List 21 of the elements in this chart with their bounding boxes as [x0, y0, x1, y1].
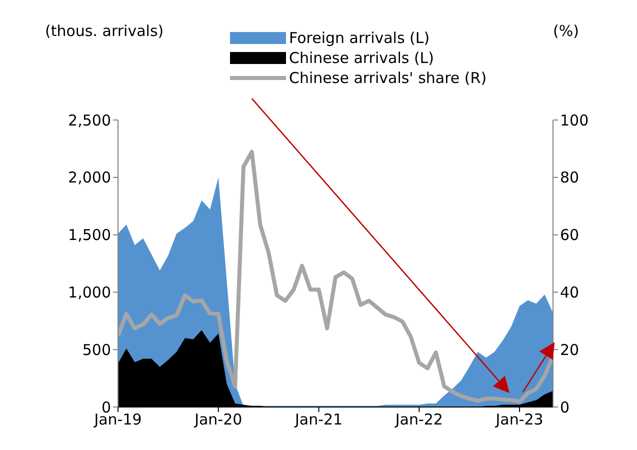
legend-label: Chinese arrivals' share (R): [289, 68, 487, 88]
y2-tick-label: 100: [560, 111, 589, 130]
legend-label: Foreign arrivals (L): [289, 28, 430, 48]
y2-tick-label: 20: [560, 340, 580, 359]
y2-tick-label: 60: [560, 226, 580, 244]
y-tick-label: 0: [101, 398, 111, 416]
legend-label: Chinese arrivals (L): [289, 48, 434, 68]
x-tick-label: Jan-22: [394, 410, 443, 429]
x-tick-label: Jan-20: [194, 410, 242, 429]
y2-axis-title: (%): [553, 22, 579, 40]
y-tick-label: 2,000: [68, 168, 111, 187]
y2-tick-label: 0: [560, 398, 570, 416]
y2-tick-label: 40: [560, 284, 580, 302]
y-tick-label: 2,500: [68, 111, 111, 130]
y2-tick-label: 80: [560, 168, 580, 187]
x-tick-label: Jan-21: [294, 410, 343, 429]
y-tick-label: 1,500: [68, 226, 111, 244]
x-tick-label: Jan-23: [494, 410, 544, 429]
y-tick-label: 1,000: [68, 284, 111, 302]
y-axis-title: (thous. arrivals): [45, 22, 164, 40]
y-tick-label: 500: [82, 340, 111, 359]
